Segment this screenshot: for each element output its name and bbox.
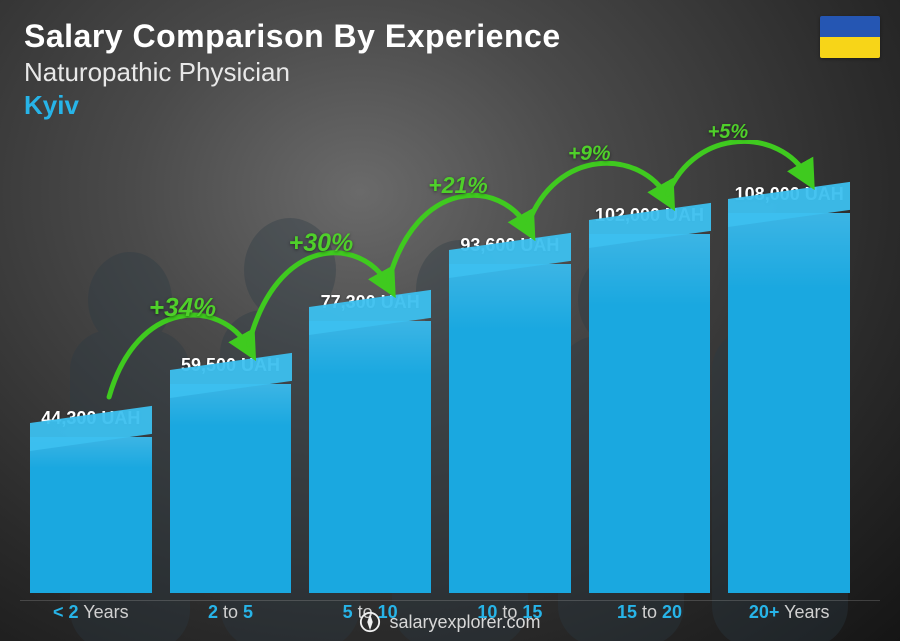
bar: 77,300 UAH5 to 10 xyxy=(309,292,431,593)
increment-label: +21% xyxy=(428,172,487,199)
bar-front-face xyxy=(309,321,431,593)
explore-icon xyxy=(359,611,381,633)
increment-label: +5% xyxy=(708,121,749,144)
bar-body xyxy=(449,264,571,593)
increment-label: +30% xyxy=(289,229,354,258)
footer-divider xyxy=(20,600,880,601)
bar-body xyxy=(309,321,431,593)
flag-bottom-stripe xyxy=(820,37,880,58)
footer: salaryexplorer.com xyxy=(0,611,900,633)
bar-body xyxy=(728,213,850,593)
bar: 59,500 UAH2 to 5 xyxy=(170,355,292,593)
footer-site: salaryexplorer.com xyxy=(389,612,540,633)
bar: 108,000 UAH20+ Years xyxy=(728,184,850,593)
increment-label: +34% xyxy=(149,292,216,323)
increment-label: +9% xyxy=(568,142,611,166)
bar-front-face xyxy=(170,384,292,593)
chart-area: 44,300 UAH< 2 Years59,500 UAH2 to 577,30… xyxy=(30,140,850,593)
bar-front-face xyxy=(728,213,850,593)
bar-body xyxy=(170,384,292,593)
bar-front-face xyxy=(30,437,152,593)
flag-ukraine xyxy=(820,16,880,58)
chart-title: Salary Comparison By Experience xyxy=(24,18,876,55)
header: Salary Comparison By Experience Naturopa… xyxy=(0,0,900,121)
bars-container: 44,300 UAH< 2 Years59,500 UAH2 to 577,30… xyxy=(30,140,850,593)
bar: 44,300 UAH< 2 Years xyxy=(30,408,152,593)
bar-front-face xyxy=(589,234,711,593)
bar-body xyxy=(589,234,711,593)
bar-front-face xyxy=(449,264,571,593)
chart-subtitle: Naturopathic Physician xyxy=(24,57,876,88)
flag-top-stripe xyxy=(820,16,880,37)
bar-body xyxy=(30,437,152,593)
chart-location: Kyiv xyxy=(24,90,876,121)
bar: 93,600 UAH10 to 15 xyxy=(449,235,571,593)
bar: 102,000 UAH15 to 20 xyxy=(589,205,711,593)
